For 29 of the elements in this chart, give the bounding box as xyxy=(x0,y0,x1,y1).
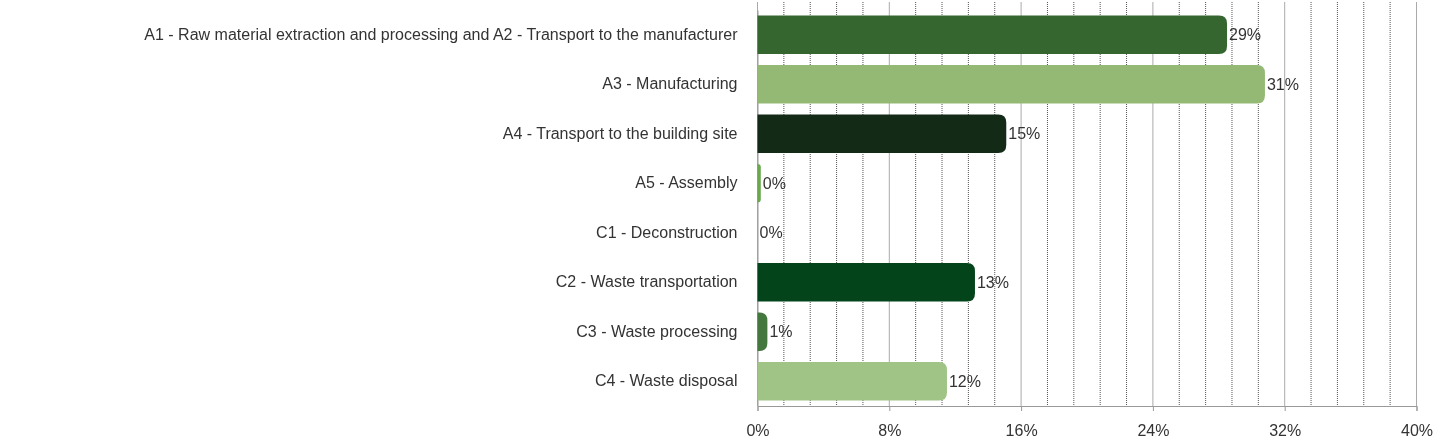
data-label: 1% xyxy=(769,323,793,341)
data-label: 0% xyxy=(759,224,783,242)
bar xyxy=(757,64,1265,104)
y-tick-label: C3 - Waste processing xyxy=(576,322,738,340)
bar xyxy=(757,361,947,401)
y-tick-label: A4 - Transport to the building site xyxy=(502,124,738,142)
x-tick-label: 16% xyxy=(1005,422,1038,440)
data-label: 29% xyxy=(1229,26,1262,44)
y-tick-label: A3 - Manufacturing xyxy=(602,75,738,93)
x-tick-label: 32% xyxy=(1269,422,1302,440)
bar xyxy=(757,114,1007,154)
data-label: 13% xyxy=(976,273,1009,291)
bar xyxy=(757,163,761,203)
x-tick-label: 8% xyxy=(878,422,902,440)
bar xyxy=(757,15,1228,55)
y-tick-label: A5 - Assembly xyxy=(635,174,738,192)
bar xyxy=(757,312,768,352)
y-tick-label: A1 - Raw material extraction and processing and A2 - Transport to the manufacturer xyxy=(144,25,739,43)
y-tick-label: C2 - Waste transportation xyxy=(555,273,738,291)
x-tick-label: 24% xyxy=(1137,422,1170,440)
x-tick-label: 0% xyxy=(746,422,770,440)
bar xyxy=(757,262,975,302)
data-label: 12% xyxy=(948,372,981,390)
x-tick-label: 40% xyxy=(1400,422,1434,440)
data-label: 15% xyxy=(1008,125,1041,143)
y-tick-label: C4 - Waste disposal xyxy=(594,372,738,390)
data-label: 0% xyxy=(762,174,786,192)
y-tick-label: C1 - Deconstruction xyxy=(596,223,738,241)
data-label: 31% xyxy=(1266,75,1299,93)
